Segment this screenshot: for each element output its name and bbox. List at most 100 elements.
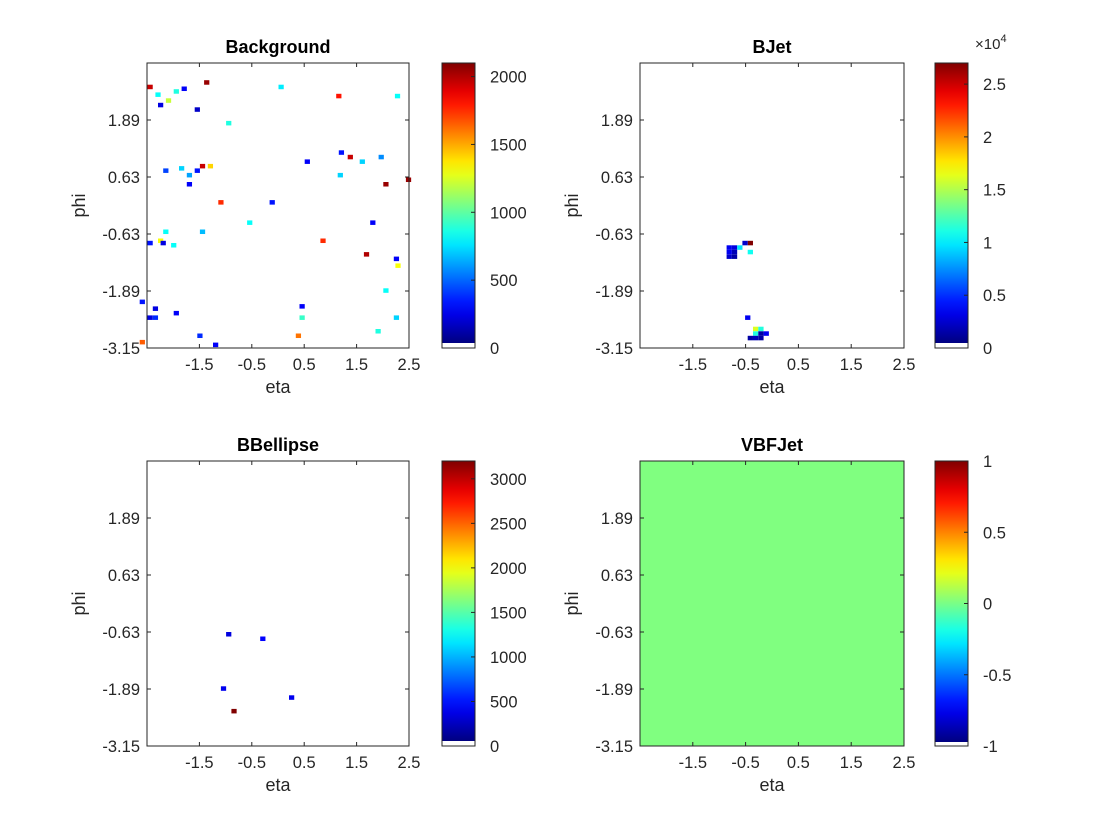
y-tick-label: -0.63 bbox=[595, 226, 633, 244]
heatmap-cell bbox=[726, 254, 732, 259]
x-tick-label: 0.5 bbox=[787, 356, 810, 374]
colorbar-gradient bbox=[442, 461, 475, 741]
colorbar-zero-strip bbox=[442, 343, 475, 348]
heatmap-cell bbox=[731, 254, 738, 259]
heatmap-cell bbox=[163, 229, 169, 235]
heatmap-cell bbox=[147, 240, 153, 246]
y-axis-label: phi bbox=[562, 591, 582, 615]
heatmap-cell bbox=[395, 263, 401, 268]
heatmap-cell bbox=[226, 632, 232, 637]
heatmap-cell bbox=[278, 84, 284, 90]
colorbar-tick-label: 0.5 bbox=[983, 524, 1006, 542]
x-tick-label: -1.5 bbox=[679, 754, 707, 772]
y-tick-label: 1.89 bbox=[108, 510, 140, 528]
colorbar-exponent: ×104 bbox=[975, 33, 1007, 53]
y-tick-label: 1.89 bbox=[601, 112, 633, 130]
y-tick-label: -1.89 bbox=[102, 283, 140, 301]
colorbar-tick-label: 1 bbox=[983, 453, 992, 471]
colorbar-tick-label: 0 bbox=[490, 340, 499, 358]
x-tick-label: -1.5 bbox=[679, 356, 707, 374]
x-tick-label: 1.5 bbox=[345, 356, 368, 374]
heatmap-cell bbox=[363, 252, 370, 257]
colorbar-tick-label: -0.5 bbox=[983, 667, 1011, 685]
colorbar-tick-label: 0 bbox=[983, 596, 992, 614]
x-tick-label: 2.5 bbox=[398, 754, 421, 772]
colorbar-tick-label: -1 bbox=[983, 738, 998, 756]
colorbar-tick-label: 1500 bbox=[490, 136, 527, 154]
heatmap-cell bbox=[304, 159, 310, 164]
y-axis-label: phi bbox=[562, 193, 582, 217]
heatmap-cell bbox=[370, 220, 376, 225]
y-tick-label: 0.63 bbox=[108, 567, 140, 585]
heatmap-cell bbox=[745, 315, 751, 320]
colorbar-tick-label: 2.5 bbox=[983, 76, 1006, 94]
heatmap-cell bbox=[152, 306, 159, 311]
x-tick-label: 1.5 bbox=[345, 754, 368, 772]
heatmap-cell bbox=[394, 93, 401, 99]
heatmap-cell bbox=[147, 84, 153, 90]
heatmap-cell bbox=[359, 159, 365, 164]
heatmap-cell bbox=[338, 150, 345, 155]
colorbar-tick-label: 0.5 bbox=[983, 287, 1006, 305]
x-tick-label: 2.5 bbox=[893, 356, 916, 374]
colorbar-zero-strip bbox=[442, 741, 475, 746]
heatmap-cell bbox=[289, 695, 295, 700]
heatmap-cell bbox=[378, 154, 384, 160]
colorbar-tick-label: 0 bbox=[983, 340, 992, 358]
x-axis-label: eta bbox=[759, 775, 785, 795]
colorbar-tick-label: 500 bbox=[490, 272, 518, 290]
colorbar-frame bbox=[441, 460, 476, 747]
heatmap-cell bbox=[173, 89, 179, 94]
heatmap-cell bbox=[337, 172, 343, 178]
heatmap-cell bbox=[299, 315, 305, 320]
colorbar-tick-label: 1000 bbox=[490, 204, 527, 222]
colorbar-tick-label: 1500 bbox=[490, 604, 527, 622]
chart-title: Background bbox=[225, 37, 330, 57]
plot-area bbox=[147, 461, 409, 746]
heatmap-cell bbox=[247, 220, 253, 225]
colorbar-gradient bbox=[935, 63, 968, 343]
colorbar-tick-label: 1.5 bbox=[983, 182, 1006, 200]
colorbar-tick-label: 2 bbox=[983, 129, 992, 147]
x-tick-label: 1.5 bbox=[840, 754, 863, 772]
heatmap-cell bbox=[763, 331, 769, 336]
heatmap-cell bbox=[753, 326, 759, 332]
y-tick-label: 0.63 bbox=[108, 169, 140, 187]
heatmap-cell bbox=[731, 245, 738, 250]
colorbar-zero-strip bbox=[935, 742, 968, 746]
colorbar-frame bbox=[441, 62, 476, 349]
colorbar-tick-label: 1000 bbox=[490, 649, 527, 667]
panel-background: -1.5 -0.5 0.5 1.5 2.5 -3.15 -1.89 -0.63 0.63 1.89… bbox=[69, 37, 527, 397]
heatmap-cell bbox=[186, 182, 193, 187]
colorbar-tick-label: 3000 bbox=[490, 471, 527, 489]
y-tick-label: 1.89 bbox=[601, 510, 633, 528]
panel-bbellipse: -1.5 -0.5 0.5 1.5 2.5 -3.15 -1.89 -0.63 0.63 1.89… bbox=[69, 435, 527, 795]
heatmap-cell bbox=[747, 249, 753, 255]
heatmap-cell bbox=[726, 245, 732, 250]
panel-bjet: -1.5 -0.5 0.5 1.5 2.5 -3.15 -1.89 -0.63 0.63 1.89… bbox=[562, 33, 1007, 397]
heatmap-cell bbox=[194, 168, 200, 173]
heatmap-cell bbox=[158, 102, 164, 108]
heatmap-cell bbox=[139, 299, 145, 305]
y-tick-label: -0.63 bbox=[595, 624, 633, 642]
heatmap-cell bbox=[155, 92, 161, 97]
x-axis-label: eta bbox=[759, 377, 785, 397]
colorbar-tick-label: 2000 bbox=[490, 560, 527, 578]
x-tick-label: -0.5 bbox=[238, 356, 266, 374]
colorbar-gradient bbox=[935, 461, 968, 742]
heatmap-cell bbox=[383, 288, 389, 293]
chart-title: BJet bbox=[752, 37, 791, 57]
heatmap-cell bbox=[226, 120, 232, 126]
heatmap-cell bbox=[726, 249, 732, 255]
y-tick-label: -0.63 bbox=[102, 624, 140, 642]
heatmap-cell bbox=[199, 163, 206, 169]
heatmap-cell bbox=[199, 229, 206, 235]
y-tick-label: -3.15 bbox=[595, 738, 633, 756]
heatmap-cell bbox=[139, 339, 145, 345]
heatmap-cell bbox=[747, 335, 753, 341]
x-tick-label: -0.5 bbox=[731, 754, 759, 772]
heatmap-cell bbox=[753, 335, 759, 341]
x-tick-label: 1.5 bbox=[840, 356, 863, 374]
panel-vbfjet: -1.5 -0.5 0.5 1.5 2.5 -3.15 -1.89 -0.63 0.63 1.89… bbox=[562, 435, 1011, 795]
